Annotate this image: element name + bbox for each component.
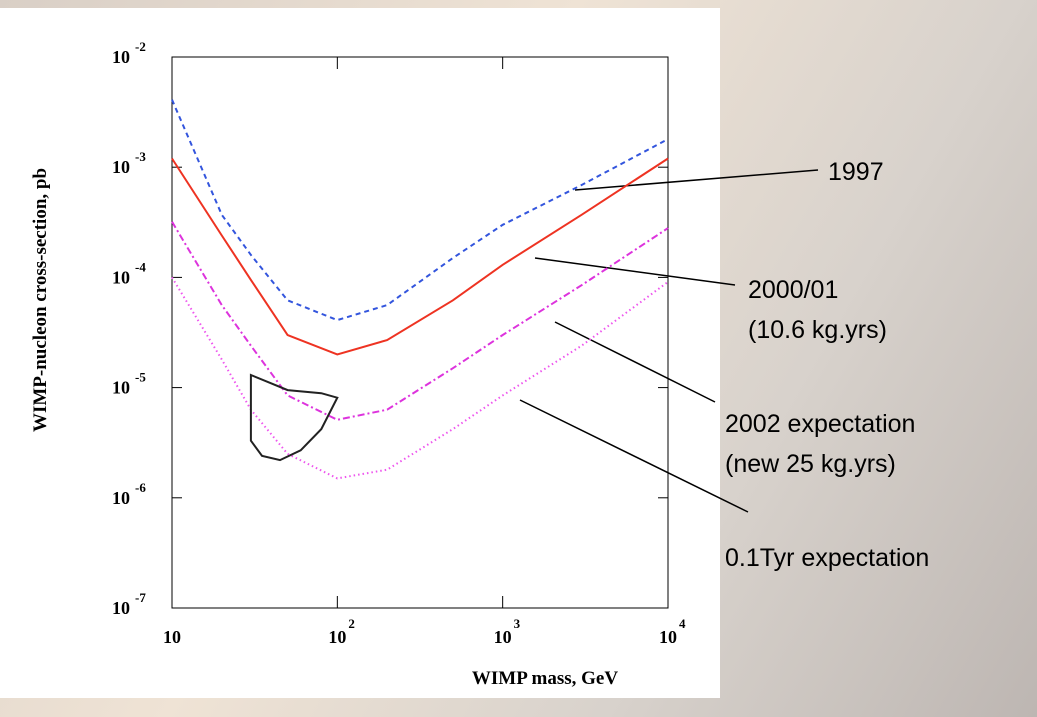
allowed-region <box>249 373 339 462</box>
x-tick-label: 10 <box>494 627 512 647</box>
y-tick-label: 10 <box>112 488 130 508</box>
x-tick-label: 10 <box>659 627 677 647</box>
y-axis-label: WIMP-nucleon cross-section, pb <box>30 168 51 432</box>
y-tick-label: 10 <box>112 598 130 618</box>
series-line <box>171 157 669 356</box>
annotation-pointer <box>554 321 716 403</box>
y-tick-label: 10 <box>112 157 130 177</box>
y-tick-exponent: -7 <box>135 590 146 605</box>
annotation: 0.1Tyr expectation <box>725 544 929 572</box>
series-line <box>171 99 669 322</box>
annotation: 2002 expectation <box>725 410 915 438</box>
annotation-pointer <box>574 169 819 191</box>
y-tick-label: 10 <box>112 378 130 398</box>
y-tick-exponent: -2 <box>135 39 146 54</box>
x-tick-label: 10 <box>163 627 181 647</box>
plot-frame <box>171 56 669 609</box>
y-tick-label: 10 <box>112 47 130 67</box>
annotation: (10.6 kg.yrs) <box>748 316 887 344</box>
y-tick-exponent: -6 <box>135 480 146 495</box>
x-tick-label: 10 <box>328 627 346 647</box>
annotation: 2000/01 <box>748 276 838 304</box>
plot-panel <box>0 8 720 698</box>
y-tick-exponent: -3 <box>135 149 146 164</box>
annotation: (new 25 kg.yrs) <box>725 450 896 478</box>
x-axis-label: WIMP mass, GeV <box>472 668 618 689</box>
annotation-pointer <box>519 399 749 513</box>
series-line <box>171 221 669 421</box>
x-tick-exponent: 3 <box>514 616 521 631</box>
annotation: 1997 <box>828 158 884 186</box>
annotation-pointer <box>534 257 736 286</box>
y-tick-exponent: -4 <box>135 259 146 274</box>
y-tick-label: 10 <box>112 267 130 287</box>
y-tick-exponent: -5 <box>135 370 146 385</box>
x-tick-exponent: 4 <box>679 616 686 631</box>
x-tick-exponent: 2 <box>348 616 355 631</box>
